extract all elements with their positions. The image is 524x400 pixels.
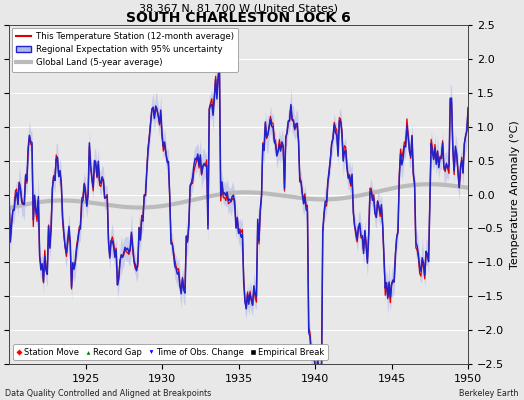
Title: SOUTH CHARLESTON LOCK 6: SOUTH CHARLESTON LOCK 6	[126, 11, 351, 25]
Text: Berkeley Earth: Berkeley Earth	[460, 389, 519, 398]
Text: 38.367 N, 81.700 W (United States): 38.367 N, 81.700 W (United States)	[139, 3, 338, 13]
Y-axis label: Temperature Anomaly (°C): Temperature Anomaly (°C)	[510, 120, 520, 269]
Text: Data Quality Controlled and Aligned at Breakpoints: Data Quality Controlled and Aligned at B…	[5, 389, 212, 398]
Legend: Station Move, Record Gap, Time of Obs. Change, Empirical Break: Station Move, Record Gap, Time of Obs. C…	[13, 344, 328, 360]
